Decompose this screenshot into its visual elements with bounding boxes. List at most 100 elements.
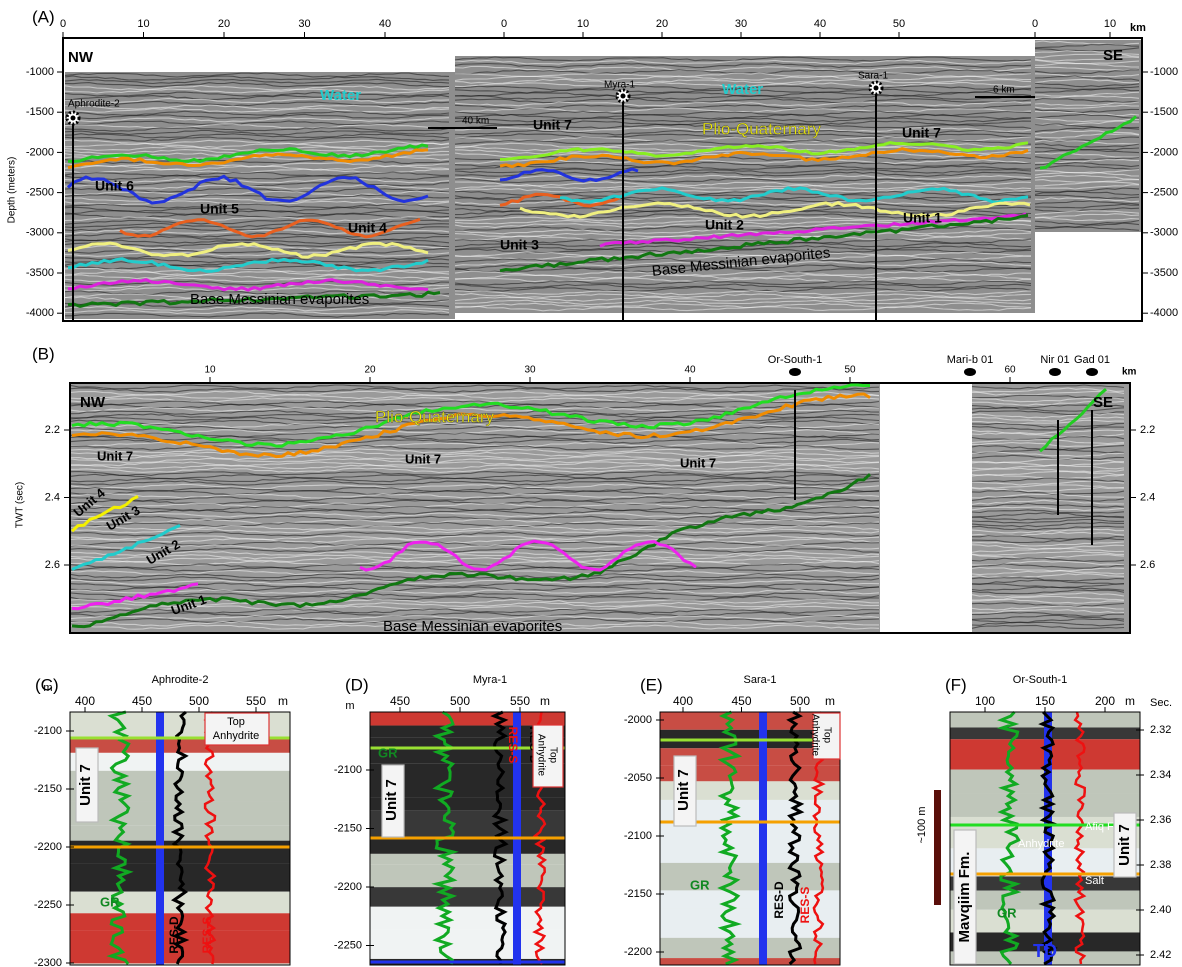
y-tick-label: -2300 bbox=[34, 957, 62, 967]
well-symbol bbox=[1086, 368, 1098, 376]
x-tick-label: 10 bbox=[137, 18, 149, 30]
seismic-reflector bbox=[971, 550, 1124, 556]
x-tick-label: 10 bbox=[577, 18, 589, 30]
seismic-reflector bbox=[971, 451, 1125, 457]
seismic-reflector bbox=[454, 72, 1032, 78]
seismic-reflector bbox=[1034, 169, 1140, 174]
seismic-reflector bbox=[70, 544, 880, 550]
seismic-reflector bbox=[1034, 133, 1140, 139]
seismic-reflector bbox=[1034, 101, 1140, 107]
seismic-reflector bbox=[64, 139, 450, 145]
seismic-reflector bbox=[971, 614, 1125, 620]
seismic-reflector bbox=[70, 595, 880, 601]
x-tick-label: 10 bbox=[1104, 18, 1116, 30]
seismic-reflector bbox=[971, 416, 1125, 422]
seismic-reflector bbox=[1034, 117, 1140, 123]
seismic-reflector bbox=[64, 81, 450, 88]
well-name: Mari-b 01 bbox=[947, 354, 993, 366]
seismic-reflector bbox=[454, 91, 1032, 97]
seismic-reflector bbox=[971, 579, 1125, 585]
y-unit: m bbox=[43, 682, 52, 694]
well-name: Sara-1 bbox=[743, 674, 776, 686]
annotation: 6 km bbox=[993, 85, 1015, 96]
label-box bbox=[75, 747, 99, 823]
x-tick-label: 30 bbox=[524, 365, 536, 376]
seismic-reflector bbox=[1034, 126, 1140, 133]
well-symbol bbox=[620, 93, 626, 99]
annotation: Anhydrite bbox=[213, 730, 259, 742]
seismic-reflector bbox=[971, 480, 1125, 486]
y-unit: m bbox=[345, 700, 354, 712]
seismic-reflector bbox=[1034, 69, 1140, 74]
seismic-reflector bbox=[1034, 165, 1140, 170]
y-tick-label: -3000 bbox=[26, 227, 54, 239]
seismic-reflector bbox=[971, 406, 1125, 412]
annotation: RES-S bbox=[506, 727, 520, 764]
annotation: SE bbox=[1103, 47, 1123, 64]
horizon bbox=[71, 383, 871, 448]
seismic-reflector bbox=[971, 422, 1125, 429]
seismic-reflector bbox=[71, 531, 880, 537]
horizon bbox=[359, 539, 697, 572]
x-tick-label: 0 bbox=[1032, 18, 1038, 30]
seismic-reflector bbox=[971, 611, 1125, 617]
panel-label: (B) bbox=[32, 344, 55, 363]
seismic-reflector bbox=[1034, 216, 1140, 222]
annotation: Base Messinian evaporites bbox=[190, 291, 369, 308]
seismic-reflector bbox=[64, 165, 450, 171]
horizon bbox=[499, 141, 1029, 161]
seismic-reflector bbox=[454, 56, 1032, 62]
well-name: Or-South-1 bbox=[768, 354, 822, 366]
horizon bbox=[71, 582, 199, 611]
y-tick-label: -2500 bbox=[26, 187, 54, 199]
annotation: Unit 3 bbox=[500, 237, 539, 253]
annotation: Mavqiim Fm. bbox=[956, 852, 973, 943]
seismic-reflector bbox=[70, 384, 880, 390]
seismic-reflector bbox=[64, 293, 450, 299]
seismic-reflector bbox=[70, 579, 880, 586]
seismic-reflector bbox=[454, 174, 1032, 181]
seismic-reflector bbox=[64, 78, 450, 85]
seismic-reflector bbox=[64, 127, 450, 132]
seismic-section bbox=[1035, 40, 1141, 232]
seismic-reflector bbox=[1034, 97, 1140, 103]
seismic-reflector bbox=[70, 432, 880, 438]
well-symbol bbox=[789, 368, 801, 376]
seismic-reflector bbox=[971, 605, 1125, 611]
seismic-reflector bbox=[70, 454, 880, 461]
seismic-reflector bbox=[1034, 181, 1140, 187]
impedance-band bbox=[660, 958, 840, 965]
seismic-reflector bbox=[454, 81, 1032, 88]
seismic-reflector bbox=[64, 216, 450, 222]
log-curve bbox=[203, 711, 218, 965]
horizon bbox=[71, 473, 872, 629]
horizon bbox=[67, 290, 441, 308]
well-name: Or-South-1 bbox=[1013, 674, 1067, 686]
seismic-reflector bbox=[454, 133, 1032, 139]
y-tick-label: -2200 bbox=[334, 881, 362, 893]
seismic-reflector bbox=[70, 589, 880, 595]
label-box bbox=[812, 712, 841, 760]
seismic-reflector bbox=[971, 557, 1125, 562]
seismic-reflector bbox=[64, 203, 450, 209]
well-name: Myra-1 bbox=[473, 674, 507, 686]
annotation: Plio-Quaternary bbox=[702, 119, 822, 138]
y-tick-label: 2.40 bbox=[1150, 904, 1171, 916]
horizon bbox=[70, 495, 139, 533]
seismic-reflector bbox=[971, 435, 1125, 441]
seismic-reflector bbox=[70, 534, 880, 541]
seismic-reflector bbox=[1034, 43, 1140, 49]
x-unit: m bbox=[278, 694, 288, 708]
annotation: Unit 4 bbox=[348, 220, 387, 236]
seismic-reflector bbox=[64, 309, 450, 315]
seismic-reflector bbox=[454, 129, 1032, 136]
horizon bbox=[67, 148, 429, 170]
seismic-reflector bbox=[971, 608, 1125, 614]
seismic-reflector bbox=[971, 573, 1125, 579]
seismic-reflector bbox=[454, 229, 1032, 235]
y-tick-label: -1000 bbox=[26, 66, 54, 78]
seismic-reflector bbox=[971, 521, 1125, 528]
seismic-reflector bbox=[70, 425, 880, 432]
annotation: 40 km bbox=[462, 116, 489, 127]
